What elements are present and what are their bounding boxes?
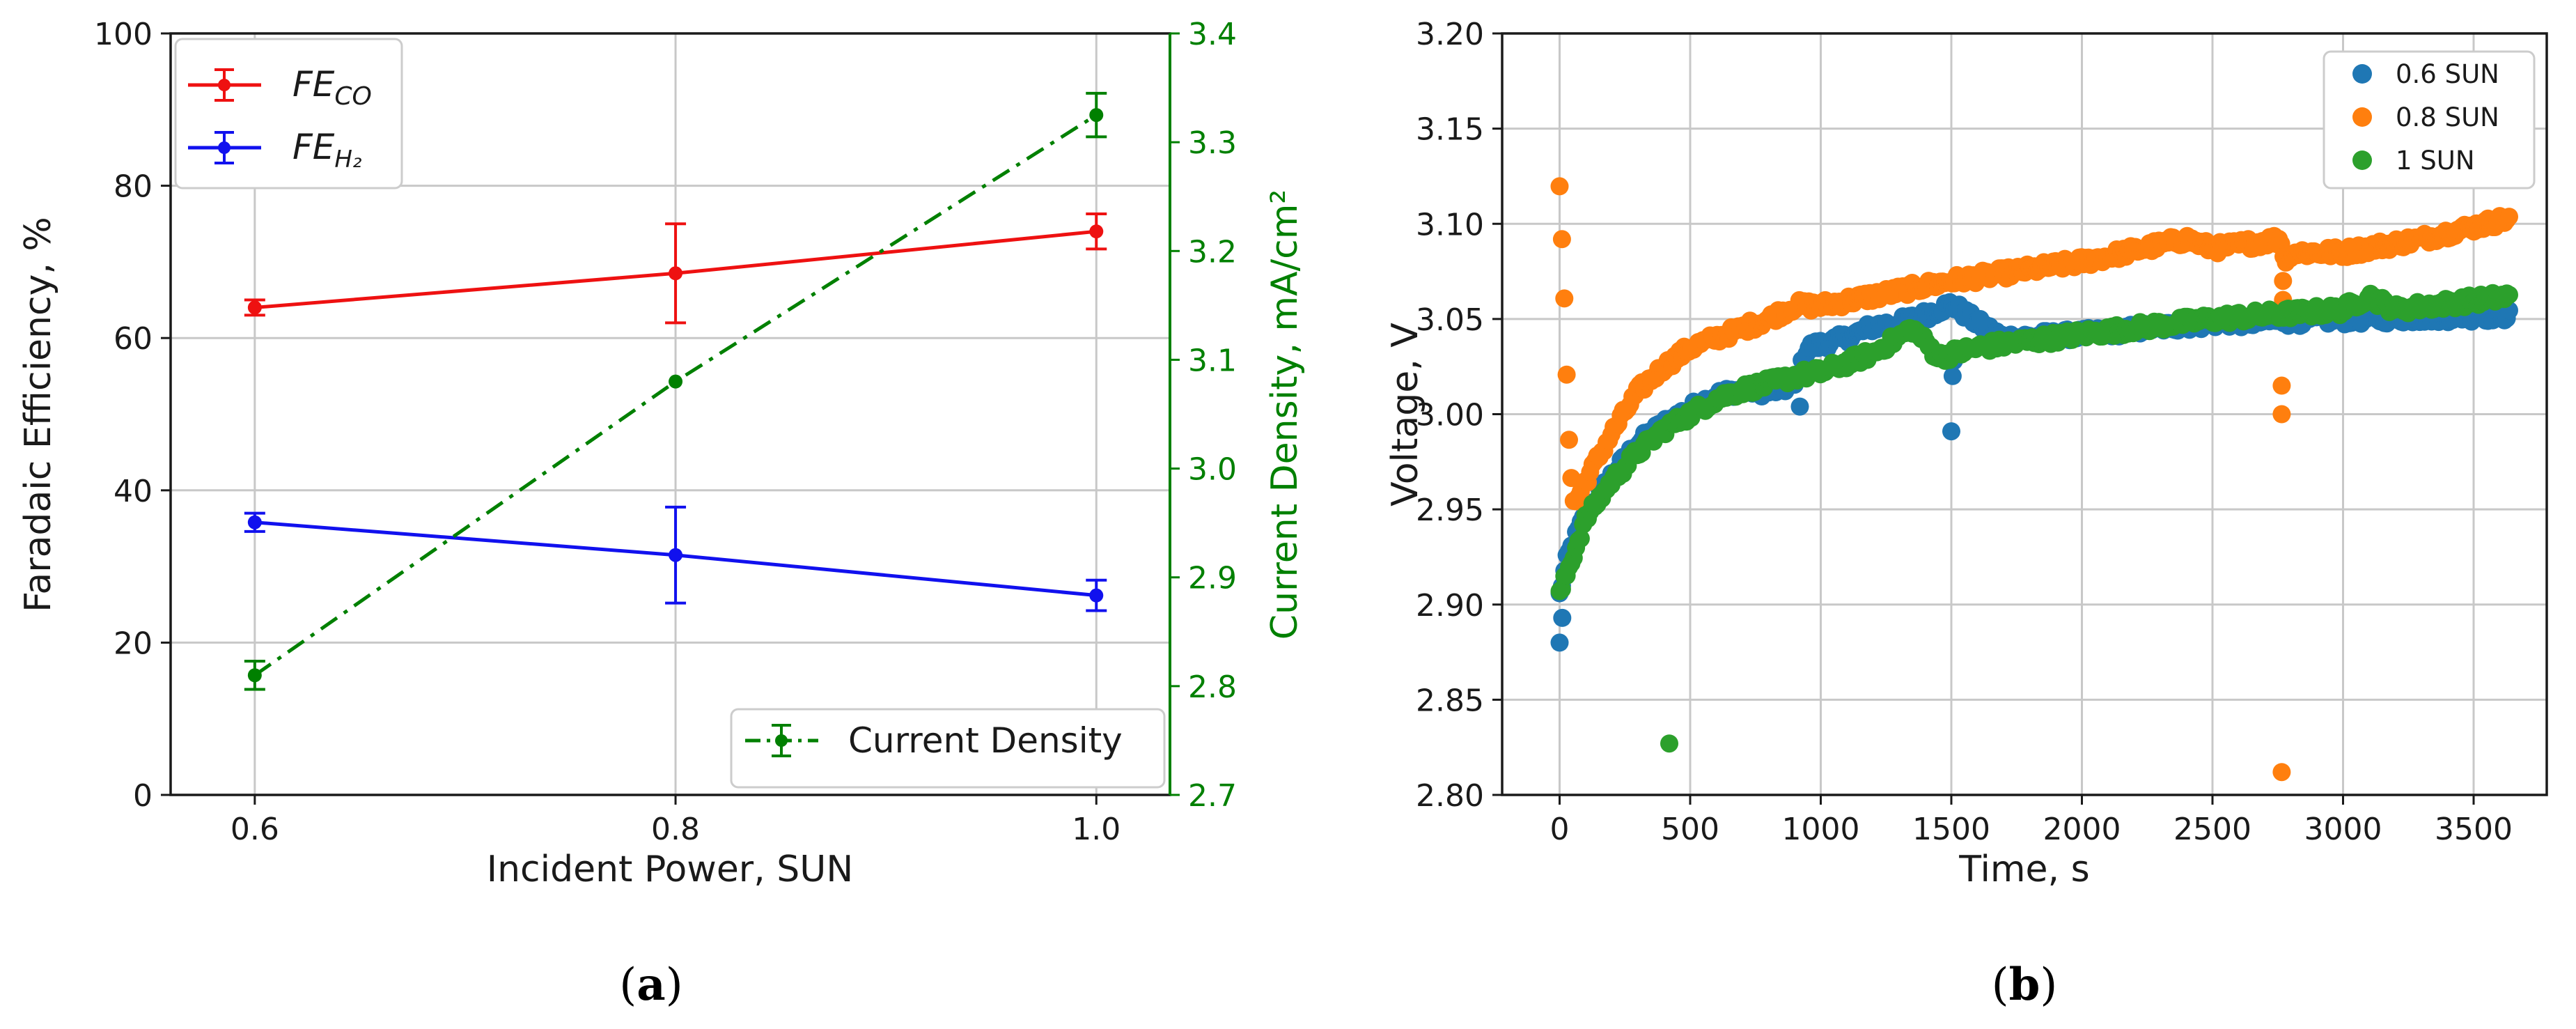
x-tick-label: 500 xyxy=(1661,812,1719,847)
x-tick-label: 1.0 xyxy=(1072,812,1121,847)
y-tick-label: 40 xyxy=(114,474,153,509)
panel-a-legend-lower: Current Density xyxy=(730,708,1166,789)
legend-box xyxy=(2323,50,2536,189)
y-tick-label: 2.80 xyxy=(1416,778,1484,814)
data-point xyxy=(2500,286,2518,304)
data-point xyxy=(669,374,683,389)
panel-b-x-axis-label: Time, s xyxy=(1958,849,2089,890)
data-point xyxy=(1560,431,1578,449)
data-point xyxy=(2272,763,2291,782)
y-tick-label: 20 xyxy=(114,626,153,661)
panel-b-caption: (b) xyxy=(1992,959,2058,1011)
legend-label-fe-co: FECO xyxy=(292,64,372,111)
panel-b-y-ticks: 2.80 2.85 2.90 2.95 3.00 3.05 3.10 3.15 3.20 xyxy=(1416,17,1502,814)
panel-a-chart: 0.6 0.8 1.0 0 20 40 60 80 100 2.7 2.8 2.9 3.0 3.1 3.… xyxy=(17,17,1306,1011)
panel-a-legend-upper: FECO FEH₂ xyxy=(174,38,403,189)
x-tick-label: 1000 xyxy=(1782,812,1860,847)
legend-label-0-6-sun: 0.6 SUN xyxy=(2396,59,2499,89)
y-tick-label: 80 xyxy=(114,169,153,205)
legend-box xyxy=(730,708,1166,789)
y2-tick-label: 2.9 xyxy=(1188,561,1237,596)
y2-tick-label: 3.3 xyxy=(1188,125,1237,161)
panel-a-caption: (a) xyxy=(619,959,682,1011)
y2-tick-label: 2.7 xyxy=(1188,778,1237,814)
y-tick-label: 3.05 xyxy=(1416,302,1484,338)
y-tick-label: 3.15 xyxy=(1416,112,1484,148)
y-tick-label: 100 xyxy=(94,17,153,52)
panel-a-y-ticks: 0 20 40 60 80 100 xyxy=(94,17,171,814)
data-point xyxy=(1660,734,1678,753)
y-tick-label: 2.85 xyxy=(1416,683,1484,718)
panel-a-y-axis-label: Faradaic Efficiency, % xyxy=(17,217,59,612)
data-point xyxy=(1552,230,1571,249)
data-point xyxy=(2500,208,2518,226)
x-tick-label: 0.8 xyxy=(651,812,700,847)
data-point xyxy=(1550,177,1569,196)
data-point xyxy=(1089,108,1104,123)
panel-b-y-axis-label: Voltage, V xyxy=(1384,323,1426,506)
panel-a-y2-axis-label: Current Density, mA/cm² xyxy=(1264,189,1306,640)
y2-tick-label: 3.0 xyxy=(1188,452,1237,488)
y2-tick-label: 3.1 xyxy=(1188,343,1237,378)
y2-tick-label: 2.8 xyxy=(1188,670,1237,705)
panel-a-y2-ticks: 2.7 2.8 2.9 3.0 3.1 3.2 3.3 3.4 xyxy=(1170,17,1237,814)
data-point xyxy=(247,668,262,683)
y-tick-label: 3.10 xyxy=(1416,207,1484,242)
data-point xyxy=(1555,289,1574,308)
y-tick-label: 3.00 xyxy=(1416,398,1484,433)
panel-a-x-axis-label: Incident Power, SUN xyxy=(487,849,853,890)
y2-tick-label: 3.2 xyxy=(1188,234,1237,270)
x-tick-label: 1500 xyxy=(1912,812,1990,847)
x-tick-label: 3000 xyxy=(2304,812,2382,847)
legend-label-0-8-sun: 0.8 SUN xyxy=(2396,102,2499,132)
legend-marker-fe-h2 xyxy=(188,131,261,164)
y-tick-label: 3.20 xyxy=(1416,17,1484,52)
panel-b-x-ticks: 0 500 1000 1500 2000 2500 3000 3500 xyxy=(1550,795,2513,847)
panel-b-legend: 0.6 SUN 0.8 SUN 1 SUN xyxy=(2323,50,2536,189)
data-point xyxy=(1089,588,1104,603)
data-point xyxy=(1550,633,1569,652)
data-point xyxy=(669,548,683,562)
data-point xyxy=(247,300,262,315)
x-tick-label: 3500 xyxy=(2435,812,2513,847)
legend-marker-1-sun xyxy=(2352,150,2372,170)
legend-marker-current-density xyxy=(745,724,818,757)
x-tick-label: 0.6 xyxy=(231,812,279,847)
x-tick-label: 2000 xyxy=(2043,812,2121,847)
x-tick-label: 0 xyxy=(1550,812,1570,847)
legend-label-current-density: Current Density xyxy=(848,720,1123,761)
x-tick-label: 2500 xyxy=(2173,812,2251,847)
legend-marker-0-8-sun xyxy=(2352,107,2372,127)
legend-label-1-sun: 1 SUN xyxy=(2396,146,2475,176)
data-point xyxy=(247,515,262,529)
data-point xyxy=(1089,224,1104,239)
y-tick-label: 0 xyxy=(133,778,153,814)
panel-a-x-ticks: 0.6 0.8 1.0 xyxy=(231,795,1121,847)
panel-b-points xyxy=(1550,177,2518,782)
data-point xyxy=(1790,397,1809,416)
y-tick-label: 60 xyxy=(114,321,153,357)
y2-tick-label: 3.4 xyxy=(1188,17,1237,52)
data-point xyxy=(669,266,683,281)
data-point xyxy=(1942,422,1960,441)
y-tick-label: 2.90 xyxy=(1416,588,1484,624)
data-point xyxy=(2274,272,2293,291)
data-point xyxy=(1571,529,1590,548)
data-point xyxy=(2272,376,2291,395)
series-points-0-8-sun xyxy=(1550,177,2518,782)
legend-marker-0-6-sun xyxy=(2352,64,2372,84)
data-point xyxy=(1943,366,1962,385)
panel-b-chart: 0 500 1000 1500 2000 2500 3000 3500 2.80 2.85 2.9… xyxy=(1384,17,2548,1011)
series-points-1-sun xyxy=(1550,284,2518,753)
data-point xyxy=(2272,405,2291,424)
legend-label-fe-h2: FEH₂ xyxy=(292,127,362,173)
data-point xyxy=(1553,608,1572,627)
y-tick-label: 2.95 xyxy=(1416,493,1484,528)
legend-marker-fe-co xyxy=(188,68,261,102)
legend-box xyxy=(174,38,403,189)
data-point xyxy=(1557,365,1576,384)
panel-a-series xyxy=(244,91,1107,691)
